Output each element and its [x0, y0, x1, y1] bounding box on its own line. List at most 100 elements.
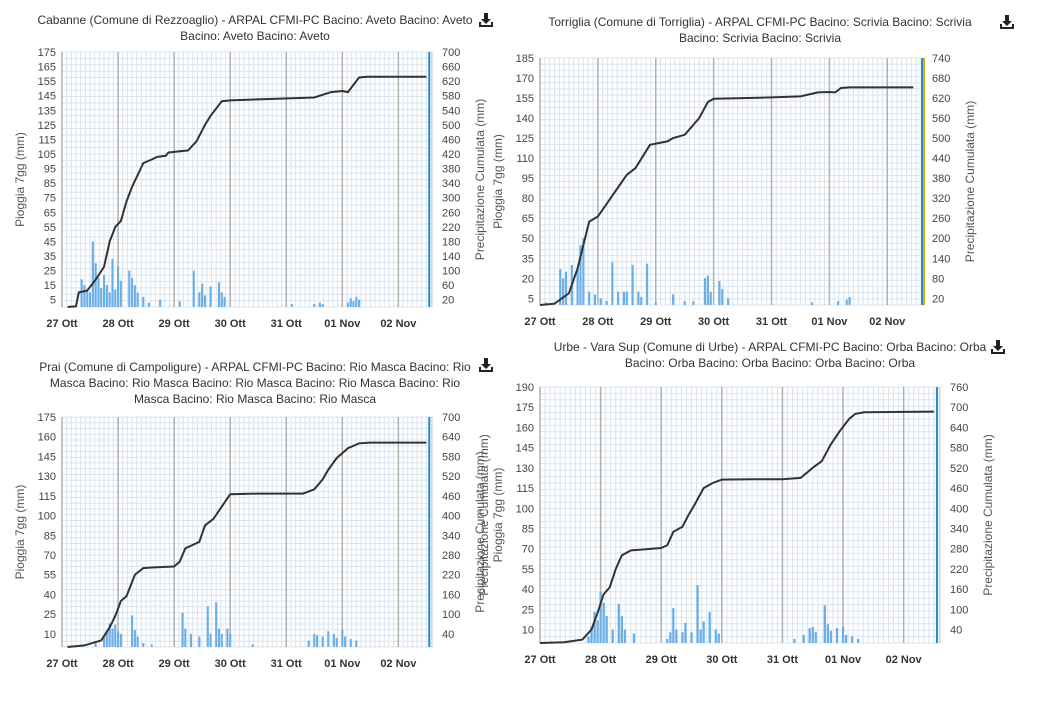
bar [620, 616, 623, 643]
bar [349, 298, 352, 307]
x-tick-label: 27 Ott [524, 654, 556, 666]
bar [102, 636, 106, 647]
chart-svg: 5 15 25 35 45 55 65 75 85 95 105 115 125 135 145 155 165… [13, 47, 487, 330]
bar [147, 302, 150, 307]
bar [617, 291, 620, 305]
download-icon[interactable] [997, 12, 1017, 32]
bar [690, 632, 693, 643]
y-tick-label: 85 [44, 178, 56, 190]
bar [217, 282, 221, 307]
y-tick-label: 160 [38, 432, 56, 444]
y-tick-label: 100 [516, 503, 534, 515]
bar [811, 626, 814, 643]
y2-tick-label: 260 [932, 213, 950, 225]
y-axis-title: Pioggia 7gg (mm) [13, 132, 27, 227]
y2-tick-label: 100 [442, 266, 460, 278]
bar [142, 296, 145, 307]
x-tick-label: 30 Ott [215, 658, 247, 670]
bar [355, 296, 358, 307]
bar [706, 275, 709, 305]
bar [576, 267, 579, 305]
y-tick-label: 50 [522, 233, 534, 245]
x-tick-label: 02 Nov [869, 316, 906, 328]
y-tick-label: 135 [38, 105, 56, 117]
y2-tick-label: 280 [950, 544, 968, 556]
y-tick-label: 85 [522, 523, 534, 535]
cumulative-line [67, 441, 427, 648]
bar [721, 288, 724, 305]
bar [611, 629, 614, 643]
y-tick-label: 55 [44, 570, 56, 582]
bar [602, 602, 605, 643]
bar [318, 302, 321, 307]
y-tick-label: 95 [522, 173, 534, 185]
bar [714, 629, 717, 643]
y-tick-label: 170 [516, 73, 534, 85]
y2-tick-label: 160 [950, 584, 968, 596]
y2-tick-label: 80 [932, 273, 944, 285]
y2-tick-label: 580 [442, 91, 460, 103]
bar [358, 299, 361, 307]
x-tick-label: 28 Ott [585, 654, 617, 666]
bar [83, 285, 86, 307]
y2-tick-label: 220 [442, 222, 460, 234]
y2-tick-label: 620 [932, 93, 950, 105]
bar [637, 291, 640, 305]
bar [727, 298, 730, 305]
bar [848, 296, 851, 305]
y-tick-label: 20 [522, 273, 534, 285]
x-tick-label: 01 Nov [324, 318, 361, 330]
bar [209, 633, 212, 647]
bar [590, 626, 593, 643]
bar [793, 638, 796, 643]
chart-panel-prai: Prai (Comune di Campoligure) - ARPAL CFM… [0, 345, 510, 704]
bar [352, 301, 355, 307]
bar [593, 294, 597, 305]
bar [136, 636, 139, 647]
bar [605, 616, 608, 643]
y2-tick-label: 500 [442, 120, 460, 132]
x-tick-label: 29 Ott [640, 316, 672, 328]
y-tick-label: 80 [522, 193, 534, 205]
y-tick-label: 35 [44, 251, 56, 263]
y2-tick-label: 580 [950, 443, 968, 455]
download-icon[interactable] [988, 337, 1008, 357]
y-tick-label: 65 [44, 207, 56, 219]
bar [198, 636, 201, 647]
bar [184, 628, 187, 647]
bar [316, 635, 319, 647]
bar [599, 591, 602, 643]
y-tick-label: 155 [516, 93, 534, 105]
x-tick-label: 30 Ott [706, 654, 738, 666]
y2-tick-label: 560 [932, 113, 950, 125]
grid [539, 57, 922, 306]
bar [826, 624, 830, 643]
y2-tick-label: 40 [950, 625, 962, 637]
bar [119, 280, 122, 307]
y2-axis-title: Precipitazione Cumulata (mm) [473, 451, 487, 612]
download-icon[interactable] [476, 10, 496, 30]
y2-tick-label: 260 [442, 207, 460, 219]
bar [313, 633, 316, 647]
y2-tick-label: 300 [442, 193, 460, 205]
y2-tick-label: 60 [442, 280, 454, 292]
bar [203, 295, 207, 307]
bar [672, 607, 675, 643]
x-tick-label: 30 Ott [698, 316, 730, 328]
y2-tick-label: 580 [442, 451, 460, 463]
bar [559, 268, 562, 305]
bar [341, 629, 344, 647]
y2-tick-label: 460 [442, 134, 460, 146]
bar [623, 629, 626, 643]
chart-panel-cabanne: Cabanne (Comune di Rezzoaglio) - ARPAL C… [0, 0, 510, 345]
chart-panel-urbe: Urbe - Vara Sup (Comune di Urbe) - ARPAL… [477, 340, 1042, 704]
bar [808, 628, 811, 643]
y2-tick-label: 280 [442, 550, 460, 562]
y2-tick-label: 160 [442, 589, 460, 601]
y-tick-label: 155 [38, 76, 56, 88]
x-tick-label: 29 Ott [646, 654, 678, 666]
download-icon[interactable] [476, 355, 496, 375]
x-tick-label: 02 Nov [380, 318, 417, 330]
bar [802, 634, 805, 643]
bar [599, 298, 602, 305]
